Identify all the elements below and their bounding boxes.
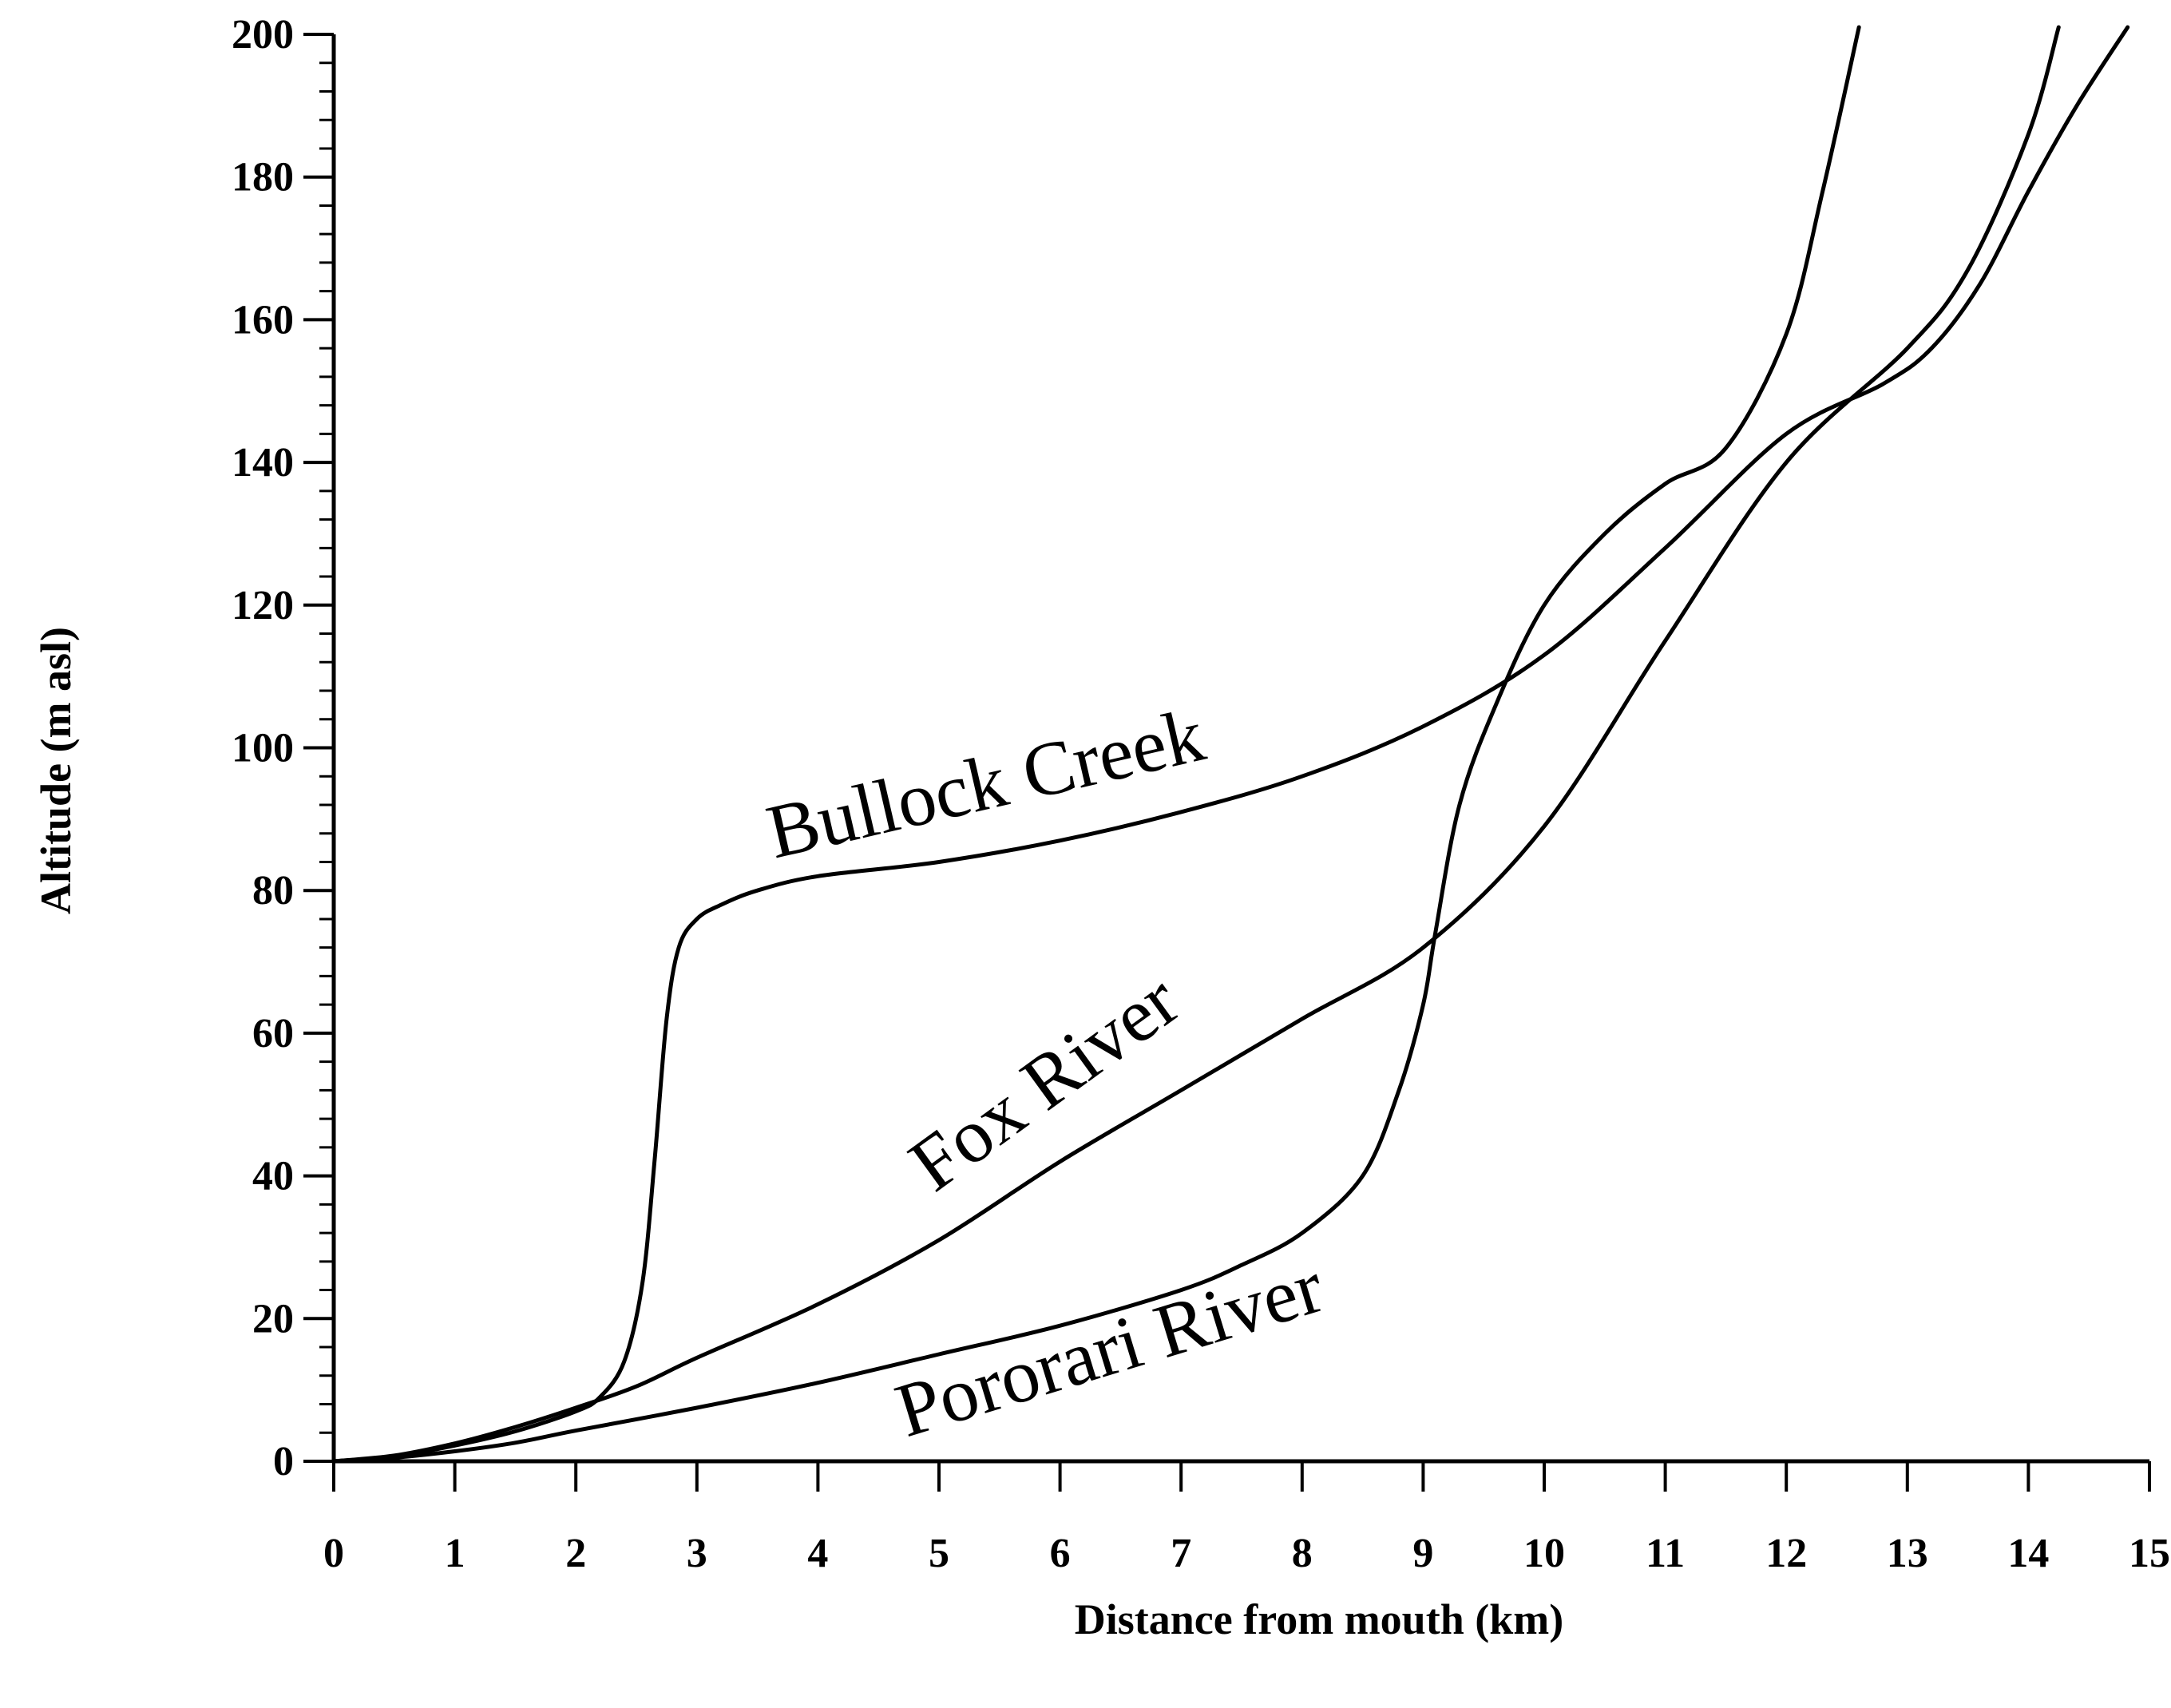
x-tick-label: 1 [445, 1531, 465, 1576]
x-tick-label: 5 [929, 1531, 949, 1576]
y-tick-label: 180 [232, 155, 294, 200]
axes [331, 34, 2149, 1464]
fox-river-line [331, 25, 2061, 1464]
y-tick-label: 120 [232, 583, 294, 628]
y-tick-label: 160 [232, 297, 294, 343]
y-tick-label: 60 [252, 1011, 294, 1056]
x-tick-label: 12 [1765, 1531, 1807, 1576]
x-tick-label: 7 [1171, 1531, 1191, 1576]
bullock-creek-label: Bullock Creek [759, 692, 1212, 875]
ticks: 0 1 2 3 4 5 6 7 8 9 10 11 12 13 14 15020406080100120140… [232, 12, 2170, 1576]
x-tick-label: 8 [1292, 1531, 1313, 1576]
x-tick-label: 9 [1412, 1531, 1433, 1576]
x-tick-label: 11 [1646, 1531, 1685, 1576]
x-tick-label: 10 [1523, 1531, 1565, 1576]
y-tick-label: 40 [252, 1154, 294, 1199]
y-tick-label: 80 [252, 868, 294, 913]
x-axis-title: Distance from mouth (km) [1075, 1595, 1563, 1643]
x-tick-label: 14 [2007, 1531, 2049, 1576]
x-tick-label: 6 [1050, 1531, 1071, 1576]
y-tick-label: 200 [232, 12, 294, 57]
x-tick-label: 4 [807, 1531, 828, 1576]
pororari-river-label: Pororari River [886, 1242, 1333, 1453]
x-tick-label: 15 [2129, 1531, 2170, 1576]
bullock-creek-line [331, 25, 2130, 1464]
y-tick-label: 0 [273, 1439, 294, 1484]
y-tick-label: 100 [232, 726, 294, 771]
x-tick-label: 0 [323, 1531, 344, 1576]
y-tick-label: 20 [252, 1296, 294, 1341]
pororari-river-line [331, 25, 1861, 1464]
x-tick-label: 3 [687, 1531, 707, 1576]
x-tick-label: 2 [565, 1531, 586, 1576]
series-lines [331, 25, 2130, 1464]
y-tick-label: 140 [232, 440, 294, 485]
x-tick-label: 13 [1887, 1531, 1928, 1576]
y-axis-title: Altitude (m asl) [32, 627, 80, 914]
